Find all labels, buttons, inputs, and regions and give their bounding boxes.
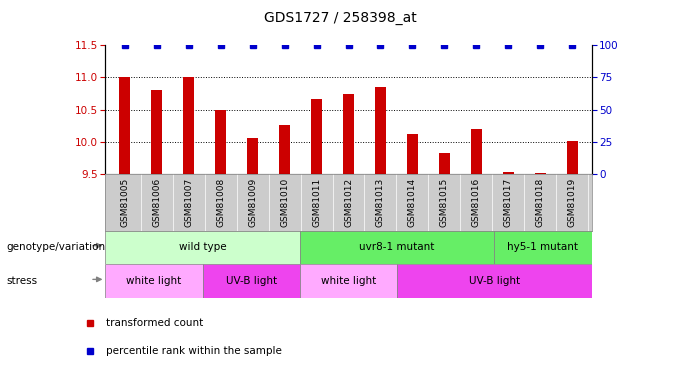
Text: hy5-1 mutant: hy5-1 mutant [507,243,579,252]
Text: GDS1727 / 258398_at: GDS1727 / 258398_at [264,11,416,25]
Bar [397,264,592,298]
Text: GSM81008: GSM81008 [216,178,225,227]
Text: UV-B light: UV-B light [469,276,520,286]
Text: GSM81009: GSM81009 [248,178,257,227]
Bar [311,99,322,174]
Bar [471,129,482,174]
Text: GSM81010: GSM81010 [280,178,289,227]
Bar [105,264,203,298]
Text: GSM81012: GSM81012 [344,178,353,227]
Bar [439,153,450,174]
Bar [247,138,258,174]
Text: GSM81006: GSM81006 [152,178,161,227]
Text: genotype/variation: genotype/variation [7,243,106,252]
Text: GSM81007: GSM81007 [184,178,193,227]
Bar [279,124,290,174]
Text: stress: stress [7,276,38,286]
Bar [535,173,546,174]
Text: wild type: wild type [179,243,226,252]
Bar [407,134,418,174]
Bar [343,93,354,174]
Bar [300,231,494,264]
Text: white light: white light [321,276,376,286]
Text: GSM81005: GSM81005 [120,178,129,227]
Text: uvr8-1 mutant: uvr8-1 mutant [360,243,435,252]
Text: GSM81011: GSM81011 [312,178,321,227]
Text: percentile rank within the sample: percentile rank within the sample [106,346,282,356]
Text: GSM81014: GSM81014 [408,178,417,227]
Bar [203,264,300,298]
Bar [105,231,300,264]
Text: GSM81019: GSM81019 [568,178,577,227]
Text: transformed count: transformed count [106,318,203,328]
Text: GSM81016: GSM81016 [472,178,481,227]
Bar [215,110,226,174]
Bar [375,87,386,174]
Bar [300,264,397,298]
Text: GSM81015: GSM81015 [440,178,449,227]
Bar [183,77,194,174]
Bar [119,77,130,174]
Text: GSM81017: GSM81017 [504,178,513,227]
Bar [567,141,578,174]
Text: GSM81018: GSM81018 [536,178,545,227]
Bar [494,231,592,264]
Text: UV-B light: UV-B light [226,276,277,286]
Text: GSM81013: GSM81013 [376,178,385,227]
Bar [151,90,162,174]
Bar [503,172,514,174]
Text: white light: white light [126,276,182,286]
